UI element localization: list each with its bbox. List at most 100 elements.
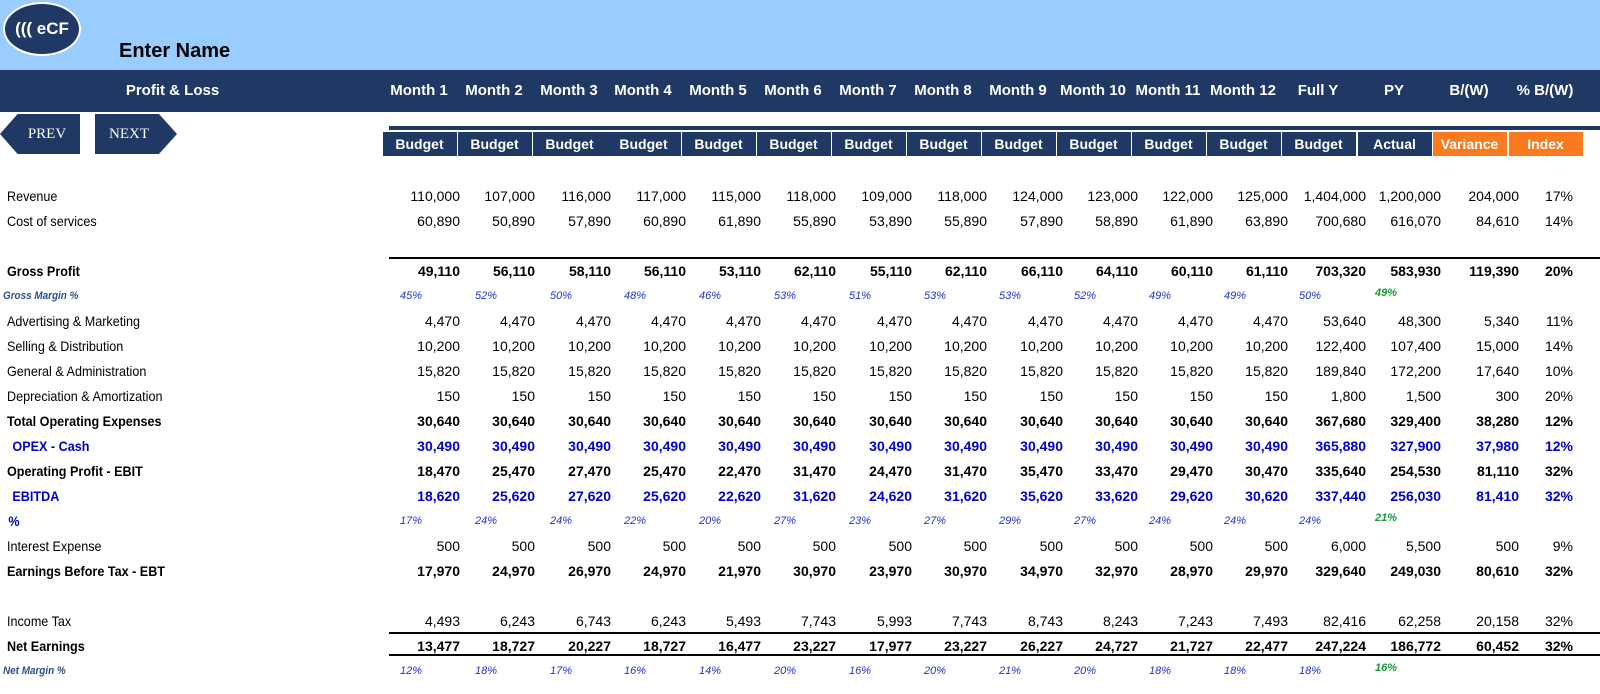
table-cell: 81,410: [1476, 488, 1519, 504]
table-cell: 10,200: [417, 338, 460, 354]
table-cell: 53,890: [869, 213, 912, 229]
table-cell: 4,470: [725, 313, 761, 329]
table-cell: 500: [963, 538, 987, 554]
table-cell: 12%: [1544, 413, 1573, 429]
table-cell: 84,610: [1476, 213, 1519, 229]
table-cell: 53%: [773, 290, 797, 302]
table-cell: 46%: [698, 290, 722, 302]
table-cell: 10,200: [568, 338, 611, 354]
column-header: % B/(W): [1516, 82, 1574, 99]
table-cell: 7,743: [800, 613, 836, 629]
table-cell: 10,200: [1020, 338, 1063, 354]
table-cell: 16%: [848, 665, 872, 677]
table-cell: 25,620: [492, 488, 535, 504]
table-cell: 6,243: [499, 613, 535, 629]
table-cell: 24%: [1298, 515, 1322, 527]
table-cell: 17,977: [869, 638, 912, 654]
table-cell: 30,490: [417, 438, 460, 454]
column-header: Month 8: [914, 82, 972, 99]
row-label: Cost of services: [7, 213, 97, 229]
table-cell: 30,640: [869, 413, 912, 429]
table-cell: 17%: [549, 665, 573, 677]
table-cell: 30,490: [568, 438, 611, 454]
table-cell: 4,470: [800, 313, 836, 329]
table-cell: 30,490: [492, 438, 535, 454]
company-name[interactable]: Enter Name: [119, 40, 231, 62]
table-cell: 23,227: [793, 638, 836, 654]
table-cell: 15,820: [417, 363, 460, 379]
table-row: Revenue 110,000 107,000 116,000 117,000 115,0…: [0, 184, 1600, 209]
table-cell: [1441, 509, 1481, 534]
table-cell: 55,890: [793, 213, 836, 229]
table-cell: 500: [888, 538, 912, 554]
table-cell: 583,930: [1390, 263, 1441, 279]
table-cell: 30,640: [1020, 413, 1063, 429]
table-cell: 500: [1114, 538, 1138, 554]
table-cell: 12%: [399, 665, 423, 677]
table-cell: 58,110: [568, 263, 611, 279]
table-cell: 15,820: [1020, 363, 1063, 379]
table-cell: 10%: [1544, 363, 1573, 379]
table-cell: 4,470: [1177, 313, 1213, 329]
table-cell: 21%: [998, 665, 1022, 677]
table-cell: 15,820: [492, 363, 535, 379]
column-header: Month 11: [1135, 82, 1201, 99]
table-cell: 16,477: [718, 638, 761, 654]
table-cell: 23,227: [944, 638, 987, 654]
table-cell: 17%: [1544, 188, 1573, 204]
table-row: EBITDA 18,620 25,620 27,620 25,620 22,620 31,6…: [0, 484, 1600, 509]
column-subheader: Budget: [1131, 132, 1206, 156]
column-subheader: Budget: [606, 132, 681, 156]
table-cell: 33,620: [1095, 488, 1138, 504]
column-header: Month 10: [1060, 82, 1126, 99]
table-cell: 24,620: [869, 488, 912, 504]
table-cell: 31,470: [944, 463, 987, 479]
prev-button[interactable]: PREV: [0, 114, 80, 154]
table-cell: 58,890: [1095, 213, 1138, 229]
table-cell: 14%: [1544, 338, 1573, 354]
next-button[interactable]: NEXT: [95, 114, 177, 154]
table-cell: 61,110: [1245, 263, 1288, 279]
table-cell: 32%: [1544, 488, 1573, 504]
table-cell: 10,200: [944, 338, 987, 354]
column-subheader: Budget: [906, 132, 981, 156]
table-cell: 256,030: [1390, 488, 1441, 504]
column-subheader: Budget: [756, 132, 831, 156]
table-cell: 20%: [923, 665, 947, 677]
column-header: Month 4: [614, 82, 672, 99]
table-cell: 49%: [1148, 290, 1172, 302]
subheader-rule: [389, 126, 1600, 130]
table-cell: 122,400: [1315, 338, 1366, 354]
table-cell: 55,890: [944, 213, 987, 229]
column-header: PY: [1383, 82, 1404, 99]
table-cell: 122,000: [1162, 188, 1213, 204]
table-cell: 30,490: [1245, 438, 1288, 454]
table-cell: 116,000: [561, 188, 611, 204]
table-cell: 29,470: [1170, 463, 1213, 479]
table-cell: 18%: [1148, 665, 1172, 677]
table-cell: 27%: [773, 515, 797, 527]
table-cell: 18,620: [417, 488, 460, 504]
table-cell: 150: [587, 388, 611, 404]
table-cell: 150: [1189, 388, 1213, 404]
table-cell: 30,490: [718, 438, 761, 454]
row-label: Net Margin %: [3, 665, 66, 677]
table-cell: 21,970: [718, 563, 761, 579]
column-header: Month 12: [1210, 82, 1276, 99]
table-cell: 55,110: [869, 263, 912, 279]
table-cell: 20%: [773, 665, 797, 677]
table-row: Depreciation & Amortization 150 150 150 150 1…: [0, 384, 1600, 409]
table-cell: 48,300: [1398, 313, 1441, 329]
table-cell: 150: [888, 388, 912, 404]
ecf-logo: ((( eCF: [3, 2, 81, 56]
table-cell: 22,470: [718, 463, 761, 479]
table-cell: 10,200: [1095, 338, 1138, 354]
column-header: Month 7: [839, 82, 897, 99]
table-cell: 61,890: [1170, 213, 1213, 229]
table-cell: 703,320: [1315, 263, 1366, 279]
table-cell: 30,640: [1245, 413, 1288, 429]
table-cell: 6,743: [575, 613, 611, 629]
column-header: Month 6: [764, 82, 822, 99]
table-cell: 4,470: [1102, 313, 1138, 329]
row-label: Depreciation & Amortization: [7, 388, 163, 404]
